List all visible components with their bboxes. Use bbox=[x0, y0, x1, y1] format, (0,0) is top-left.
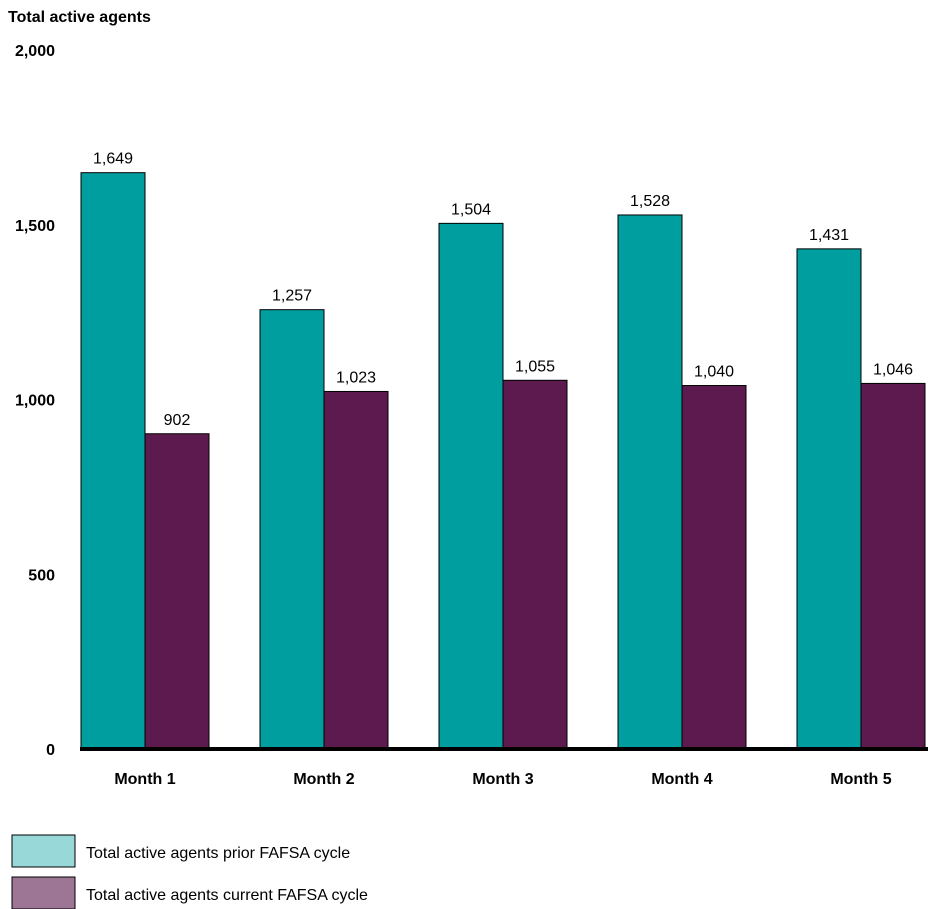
bar-prior-cycle bbox=[259, 309, 325, 750]
x-category-label: Month 4 bbox=[651, 771, 712, 788]
data-label: 1,431 bbox=[809, 227, 849, 244]
bar-current-cycle bbox=[681, 385, 747, 750]
data-label: 1,040 bbox=[694, 364, 734, 381]
y-tick-label: 1,500 bbox=[15, 218, 55, 235]
bar-current-cycle bbox=[502, 379, 568, 750]
bar-prior-cycle bbox=[80, 172, 146, 750]
y-tick-label: 1,000 bbox=[15, 393, 55, 410]
legend-swatch bbox=[11, 876, 76, 909]
data-label: 1,046 bbox=[873, 361, 913, 378]
data-label: 1,257 bbox=[272, 288, 312, 305]
bar-current-cycle bbox=[860, 382, 926, 750]
legend-label: Total active agents current FAFSA cycle bbox=[86, 887, 368, 904]
data-label: 1,055 bbox=[515, 358, 555, 375]
data-label: 902 bbox=[164, 412, 191, 429]
data-label: 1,528 bbox=[630, 193, 670, 210]
legend-swatch bbox=[11, 834, 76, 868]
y-tick-label: 2,000 bbox=[15, 43, 55, 60]
bar-prior-cycle bbox=[438, 222, 504, 750]
data-label: 1,649 bbox=[93, 151, 133, 168]
data-label: 1,504 bbox=[451, 201, 491, 218]
data-labels: 1,649 902 1,257 1,023 1,504 1,055 1,528 1,040 1,… bbox=[93, 151, 913, 429]
bar-current-cycle bbox=[323, 390, 389, 750]
x-category-label: Month 1 bbox=[114, 771, 175, 788]
x-category-label: Month 3 bbox=[472, 771, 533, 788]
legend: Total active agents prior FAFSA cycle Tot… bbox=[11, 834, 368, 909]
y-axis-title: Total active agents bbox=[8, 9, 151, 26]
y-tick-label: 0 bbox=[46, 742, 55, 759]
y-tick-label: 500 bbox=[28, 567, 55, 584]
bar-prior-cycle bbox=[617, 214, 683, 750]
legend-label: Total active agents prior FAFSA cycle bbox=[86, 845, 350, 862]
bar-current-cycle bbox=[144, 433, 210, 750]
data-label: 1,023 bbox=[336, 369, 376, 386]
x-category-label: Month 2 bbox=[293, 771, 354, 788]
x-axis-categories: Month 1 Month 2 Month 3 Month 4 Month 5 bbox=[114, 771, 891, 788]
bar-prior-cycle bbox=[796, 248, 862, 750]
y-axis-ticks: 0 500 1,000 1,500 2,000 bbox=[15, 43, 55, 759]
bars bbox=[80, 172, 926, 750]
x-category-label: Month 5 bbox=[830, 771, 891, 788]
